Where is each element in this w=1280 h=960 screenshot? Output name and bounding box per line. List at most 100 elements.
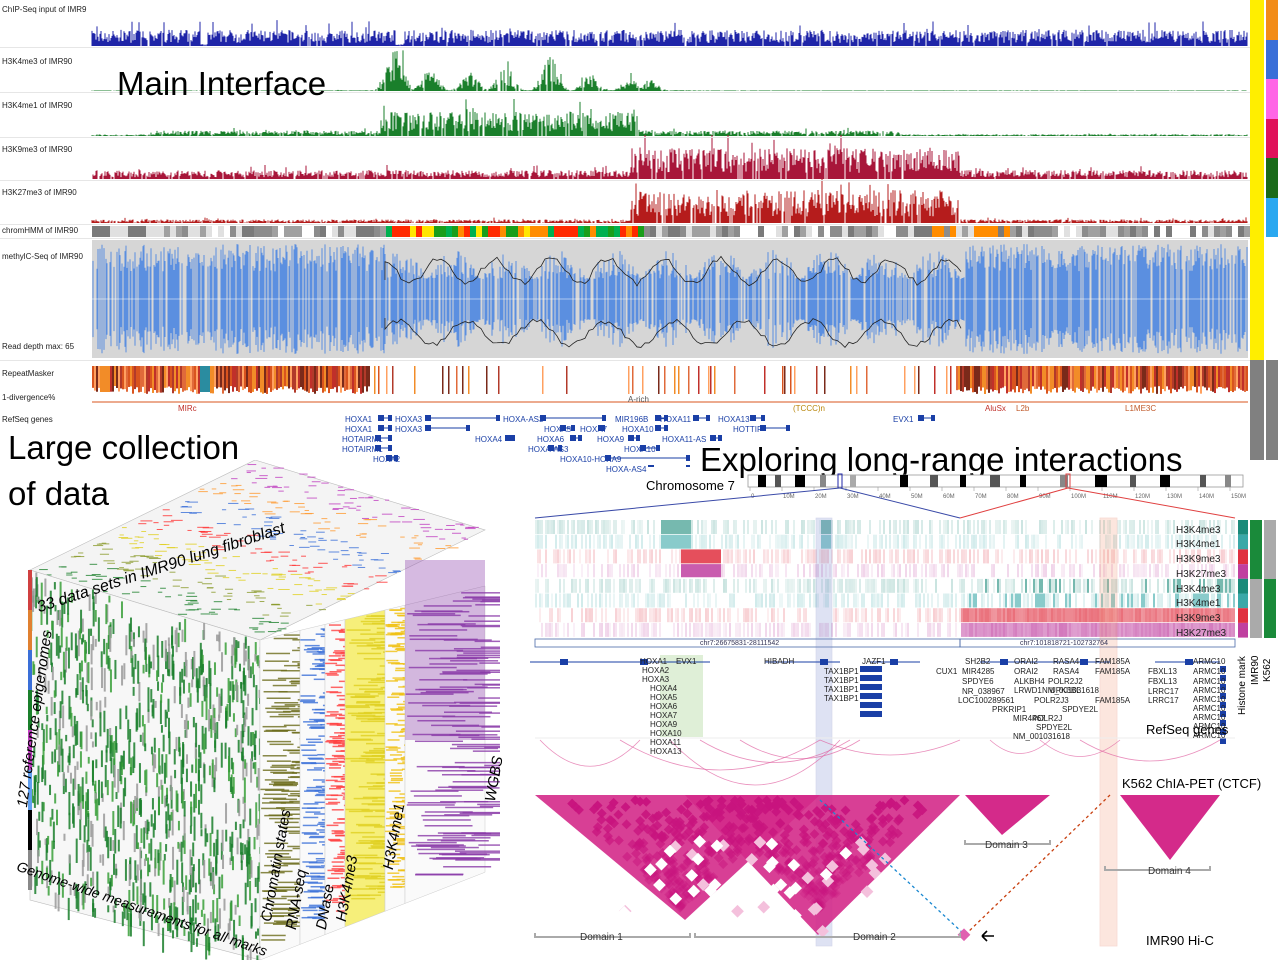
heatmap-cell (607, 622, 609, 637)
heatmap-cell (769, 622, 771, 637)
cube-front-mark (58, 710, 61, 731)
cube-top-mark (231, 500, 237, 502)
cube-right-mark (365, 761, 390, 764)
cube-front-mark (112, 619, 115, 634)
cube-front-mark (164, 709, 167, 728)
chromhmm-segment (194, 226, 200, 237)
heatmap-cell (951, 520, 953, 534)
heatmap-cell (683, 608, 685, 623)
heatmap-cell (753, 549, 755, 564)
cube-front-mark (204, 727, 207, 750)
heatmap-cell (1161, 564, 1163, 579)
repeat-element (1150, 366, 1152, 388)
cube-front-mark (147, 709, 150, 723)
heatmap-cell (897, 593, 899, 608)
repeat-element (340, 366, 342, 393)
cube-top-mark (342, 506, 350, 508)
heatmap-cell (881, 622, 883, 637)
cube-top-mark (311, 481, 321, 483)
heatmap-cell (675, 608, 677, 623)
heatmap-cell (737, 608, 739, 623)
heatmap-cell (581, 520, 583, 534)
chromhmm-segment (368, 226, 374, 237)
heatmap-cell (1139, 564, 1141, 579)
heatmap-cell (1057, 534, 1059, 549)
heatmap-cell (1135, 564, 1137, 579)
cube-front-mark (156, 915, 159, 924)
heatmap-cell (1211, 534, 1213, 549)
cube-front-mark (229, 857, 232, 866)
cube-right-mark (414, 610, 463, 612)
heatmap-cell (899, 564, 901, 579)
heatmap-cell (981, 520, 983, 534)
heatmap-cell (813, 534, 815, 549)
cube-right-mark (351, 862, 376, 864)
heatmap-cell (1185, 593, 1187, 608)
repeat-element (958, 366, 960, 390)
cube-front-mark (185, 875, 188, 890)
heatmap-cell (737, 564, 739, 579)
heatmap-cell (827, 549, 829, 564)
cube-right-mark (268, 849, 293, 852)
cube-right-mark (389, 816, 402, 818)
cube-front-mark (206, 833, 209, 843)
repeat-element (1002, 366, 1004, 388)
heatmap-cell (747, 608, 749, 623)
repeat-element (234, 366, 236, 388)
repeat-element (1230, 366, 1232, 391)
repeat-element (1046, 366, 1048, 394)
heatmap-cell (963, 622, 965, 637)
cube-front-mark (194, 742, 197, 759)
repeat-element (1000, 366, 1002, 389)
heatmap-cell (1079, 520, 1081, 534)
signal-bars (91, 98, 1248, 136)
heatmap-cell (961, 608, 963, 623)
heatmap-cell (875, 593, 877, 608)
heatmap-cell (1179, 593, 1181, 608)
heatmap-cell (1119, 520, 1121, 534)
cube-front-mark (157, 853, 160, 876)
hic-cell (592, 822, 603, 833)
cube-front-mark (90, 700, 93, 721)
heatmap-cell (897, 564, 899, 579)
heatmap-cell (1201, 520, 1203, 534)
cube-front-mark (132, 882, 135, 902)
cube-front-mark (193, 793, 196, 813)
hic-cell (596, 808, 607, 819)
cube-right-mark (391, 731, 404, 733)
cube-right-mark (467, 770, 500, 772)
cube-front-mark (233, 637, 236, 656)
heatmap-cell (847, 622, 849, 637)
cube-front-mark (60, 671, 63, 681)
cube-front-mark (213, 842, 216, 857)
heatmap-cell (1141, 608, 1143, 623)
heatmap-cell (815, 593, 817, 608)
heatmap-cell (1055, 593, 1057, 608)
heatmap-cell (663, 520, 665, 534)
heatmap-cell (817, 564, 819, 579)
cube-front-mark (84, 639, 87, 662)
heatmap-cell (683, 564, 685, 579)
hic-cell (622, 851, 633, 862)
heatmap-cell (1105, 534, 1107, 549)
heatmap-cell (1123, 549, 1125, 564)
heatmap-cell (1059, 622, 1061, 637)
heatmap-cell (893, 622, 895, 637)
cube-top-mark (204, 577, 212, 579)
cube-right-mark (338, 657, 351, 660)
cube-strip (28, 770, 32, 810)
gene-exon (571, 425, 575, 431)
cube-right-mark (269, 817, 294, 820)
heatmap-cell (567, 549, 569, 564)
cube-front-mark (134, 860, 137, 881)
heatmap-cell (913, 578, 915, 593)
cube-top-mark (279, 574, 286, 576)
cube-right-mark (370, 845, 395, 847)
hic-cell (777, 797, 787, 808)
cube-front-mark (166, 711, 169, 719)
cube-right-mark (361, 809, 386, 811)
cube-front-mark (229, 777, 232, 793)
cube-top-mark (321, 518, 328, 520)
track-color-swatch (1266, 197, 1278, 237)
heatmap-cell (597, 520, 599, 534)
